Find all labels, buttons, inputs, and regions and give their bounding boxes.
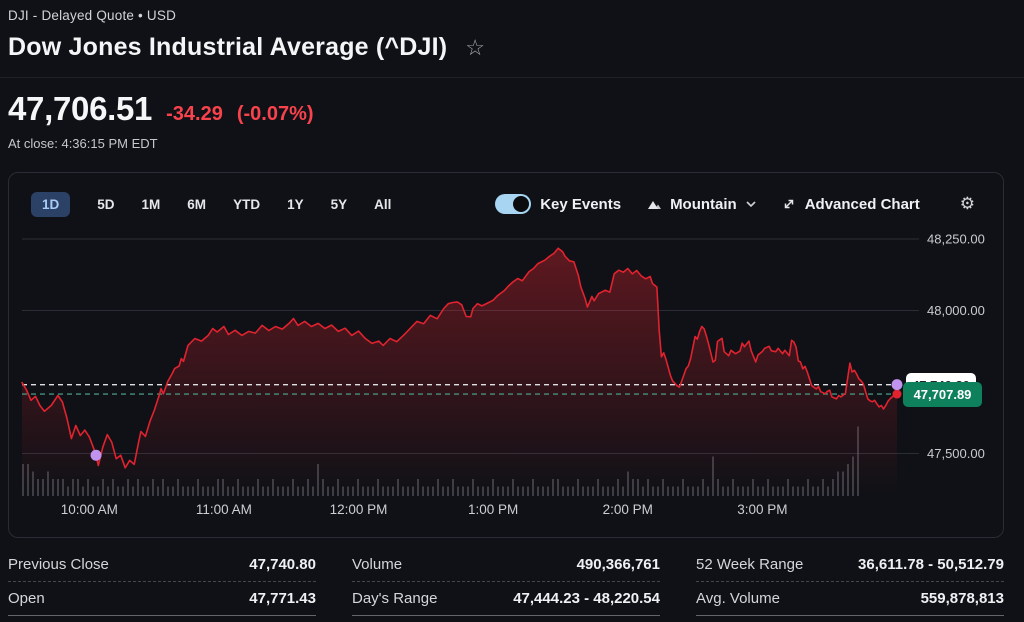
stat-label: 52 Week Range [696,556,804,573]
x-axis-label: 11:00 AM [196,502,252,517]
y-axis-label: 48,000.00 [927,303,985,318]
advanced-chart-label: Advanced Chart [804,195,920,213]
stat-cell: Previous Close 47,740.80 [8,548,316,582]
range-buttons: 1D 5D 1M 6M YTD 1Y 5Y All [31,191,391,217]
range-button-1d[interactable]: 1D [31,191,71,217]
stat-label: Day's Range [352,590,438,607]
y-axis-label: 48,250.00 [927,232,985,247]
x-axis-label: 10:00 AM [61,502,118,517]
header-divider [0,77,1024,78]
chart-card: 1D 5D 1M 6M YTD 1Y 5Y All Key Events Mountain [8,172,1004,538]
stat-label: Avg. Volume [696,590,780,607]
range-button-all[interactable]: All [374,192,391,217]
stats-grid: Previous Close 47,740.80 Volume 490,366,761… [8,548,1004,616]
expand-arrows-icon [784,199,793,209]
range-button-5y[interactable]: 5Y [331,192,348,217]
key-events-label: Key Events [540,195,622,213]
range-button-5d[interactable]: 5D [97,192,114,217]
chart-type-selector[interactable]: Mountain [647,196,756,213]
x-axis-label: 1:00 PM [468,502,518,517]
x-axis-label: 2:00 PM [603,502,653,517]
range-button-1m[interactable]: 1M [142,192,161,217]
chevron-down-icon [746,201,756,207]
chart-plot-area[interactable]: 48,250.00 48,000.00 47,500.00 10:00 AM 11:00… [9,221,1003,537]
stat-cell: Avg. Volume 559,878,813 [696,582,1004,616]
last-price: 47,706.51 [8,90,153,127]
chart-controls: Key Events Mountain [495,194,975,214]
stat-cell: Day's Range 47,444.23 - 48,220.54 [352,582,660,616]
key-events-control: Key Events [495,194,621,214]
price-change: -34.29 [166,103,223,125]
stat-cell: 52 Week Range 36,611.78 - 50,512.79 [696,548,1004,582]
range-button-1y[interactable]: 1Y [287,192,304,217]
settings-gear-icon[interactable]: ⚙ [959,194,975,213]
price-row: 47,706.51 -34.29 (-0.07%) [8,90,314,128]
key-event-dot [891,379,903,391]
chart-type-label: Mountain [670,195,737,213]
chart-toolbar: 1D 5D 1M 6M YTD 1Y 5Y All Key Events Mountain [31,189,975,219]
stat-cell: Volume 490,366,761 [352,548,660,582]
stat-label: Open [8,590,45,607]
stat-value: 559,878,813 [920,590,1004,607]
price-area-fill [22,248,897,496]
stat-value: 36,611.78 - 50,512.79 [858,556,1004,573]
stat-label: Previous Close [8,556,109,573]
price-chart: 48,250.00 48,000.00 47,500.00 10:00 AM 11:00… [21,232,985,517]
price-line [21,247,898,469]
current-price-dot [892,389,902,399]
x-axis-label: 3:00 PM [737,502,787,517]
stat-value: 47,771.43 [249,590,316,607]
mountain-icon [648,200,662,209]
stat-cell: Open 47,771.43 [8,582,316,616]
stat-value: 490,366,761 [576,556,660,573]
range-button-6m[interactable]: 6M [187,192,206,217]
at-close-timestamp: At close: 4:36:15 PM EDT [8,136,158,151]
toggle-knob [513,196,530,212]
price-change-percent: (-0.07%) [236,103,314,125]
stat-label: Volume [352,556,403,573]
stat-value: 47,740.80 [249,556,316,573]
last-price-badge: 47,707.89 [903,382,982,407]
key-events-toggle[interactable] [495,194,532,214]
range-button-ytd[interactable]: YTD [233,192,260,217]
stat-value: 47,444.23 - 48,220.54 [513,590,660,607]
page-title: Dow Jones Industrial Average (^DJI) [8,33,448,61]
y-axis-label: 47,500.00 [927,446,985,461]
title-row: Dow Jones Industrial Average (^DJI) ☆ [8,33,485,62]
ticker-subtitle: DJI - Delayed Quote • USD [8,8,177,23]
favorite-star-button[interactable]: ☆ [465,34,486,60]
x-axis-label: 12:00 PM [330,502,388,517]
advanced-chart-button[interactable]: Advanced Chart [782,196,920,213]
key-event-dot [90,449,102,461]
